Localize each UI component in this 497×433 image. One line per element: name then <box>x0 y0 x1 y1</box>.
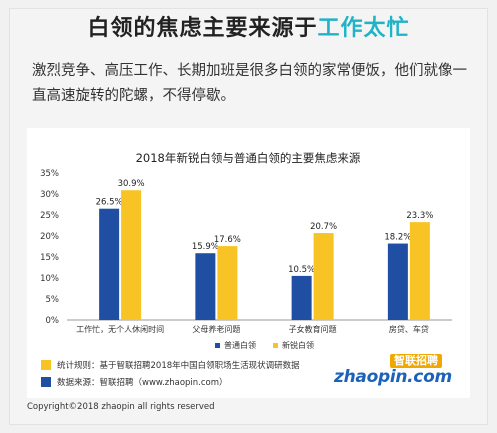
title-prefix: 白领的焦虑主要来源于 <box>87 16 318 41</box>
page-title: 白领的焦虑主要来源于工作太忙 <box>0 15 497 43</box>
y-tick-label: 15% <box>40 253 59 263</box>
scope-note: 统计规则：基于智联招聘2018年中国白领职场生活现状调研数据 <box>41 359 300 373</box>
source-swatch <box>41 377 51 387</box>
data-label: 17.6% <box>214 235 241 245</box>
logo-top-text: 智联招聘 <box>390 354 442 368</box>
source-note: 数据来源：智联招聘（www.zhaopin.com） <box>41 376 228 390</box>
scope-text: 统计规则：基于智联招聘2018年中国白领职场生活现状调研数据 <box>57 361 300 371</box>
y-tick-label: 35% <box>40 169 59 179</box>
title-highlight: 工作太忙 <box>317 16 410 41</box>
data-label: 20.7% <box>310 222 337 232</box>
bar-new-3 <box>409 222 430 320</box>
y-tick-label: 5% <box>46 295 60 305</box>
x-category-label: 房贷、车贷 <box>389 324 429 334</box>
data-label: 23.3% <box>406 211 433 221</box>
copyright-text: Copyright©2018 zhaopin all rights reserv… <box>27 402 215 412</box>
x-category-label: 工作忙，无个人休闲时间 <box>76 324 164 334</box>
bar-regular-1 <box>195 253 216 320</box>
bar-new-1 <box>217 246 238 320</box>
data-label: 30.9% <box>118 179 145 189</box>
data-label: 15.9% <box>192 242 219 252</box>
bar-chart: 2018年新锐白领与普通白领的主要焦虑来源 0% 5% 10% 15% 20% 25% 30%… <box>40 151 452 350</box>
y-tick-label: 10% <box>40 274 59 284</box>
x-category-label: 父母养老问题 <box>192 324 240 334</box>
logo-main-text: zhaopin.com <box>334 367 452 387</box>
chart-title: 2018年新锐白领与普通白领的主要焦虑来源 <box>136 151 361 165</box>
data-label: 18.2% <box>384 233 411 243</box>
bar-regular-3 <box>387 243 408 320</box>
legend-label: 普通白领 <box>224 340 256 350</box>
bar-new-0 <box>121 190 142 320</box>
chart-panel: 2018年新锐白领与普通白领的主要焦虑来源 0% 5% 10% 15% 20% 25% 30%… <box>27 128 470 398</box>
bar-regular-0 <box>99 208 120 320</box>
scope-swatch <box>41 360 51 370</box>
legend-label: 新锐白领 <box>282 340 314 350</box>
y-tick-label: 20% <box>40 232 59 242</box>
bar-new-2 <box>313 233 334 320</box>
x-category-label: 子女教育问题 <box>289 324 337 334</box>
y-tick-label: 30% <box>40 190 59 200</box>
zhaopin-logo: 智联招聘 zhaopin.com <box>332 354 462 390</box>
bar-regular-2 <box>291 275 312 320</box>
y-tick-label: 25% <box>40 211 59 221</box>
legend-swatch <box>215 343 220 348</box>
source-text: 数据来源：智联招聘（www.zhaopin.com） <box>57 378 228 388</box>
data-label: 26.5% <box>96 198 123 208</box>
y-tick-label: 0% <box>46 316 60 326</box>
data-label: 10.5% <box>288 265 315 275</box>
intro-paragraph: 激烈竞争、高压工作、长期加班是很多白领的家常便饭，他们就像一直高速旋转的陀螺，不… <box>32 63 467 104</box>
legend-swatch <box>273 343 278 348</box>
